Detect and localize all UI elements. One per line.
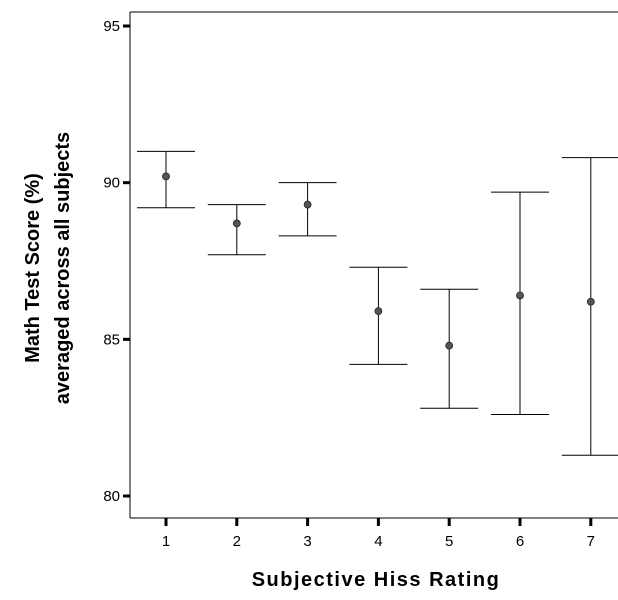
x-tick-label: 1 xyxy=(162,533,170,550)
x-tick-label: 7 xyxy=(587,533,595,550)
mean-marker xyxy=(586,297,595,306)
y-tick-label: 90 xyxy=(103,175,120,192)
x-tick-label: 6 xyxy=(516,533,524,550)
y-tick-label: 85 xyxy=(103,331,120,348)
y-axis-title-line-2: averaged across all subjects xyxy=(52,132,74,404)
x-tick-label: 3 xyxy=(303,533,311,550)
axis-titles: Math Test Score (%) averaged across all … xyxy=(22,132,501,591)
x-tick-label: 5 xyxy=(445,533,453,550)
mean-marker xyxy=(232,219,241,228)
axes xyxy=(129,11,618,519)
y-axis-title-line-1: Math Test Score (%) xyxy=(22,173,44,363)
y-tick-label: 95 xyxy=(103,18,120,35)
mean-marker xyxy=(374,307,383,316)
x-tick-label: 2 xyxy=(233,533,241,550)
mean-marker xyxy=(445,341,454,350)
x-axis-title: Subjective Hiss Rating xyxy=(252,569,501,591)
mean-marker xyxy=(162,172,170,181)
mean-marker xyxy=(516,291,524,300)
mean-marker xyxy=(303,200,312,209)
tick-marks: 80 85 90 95 1 2 3 4 5 6 7 xyxy=(103,18,595,550)
error-bar-series xyxy=(137,150,618,456)
y-tick-label: 80 xyxy=(103,488,120,505)
x-tick-label: 4 xyxy=(374,533,382,550)
